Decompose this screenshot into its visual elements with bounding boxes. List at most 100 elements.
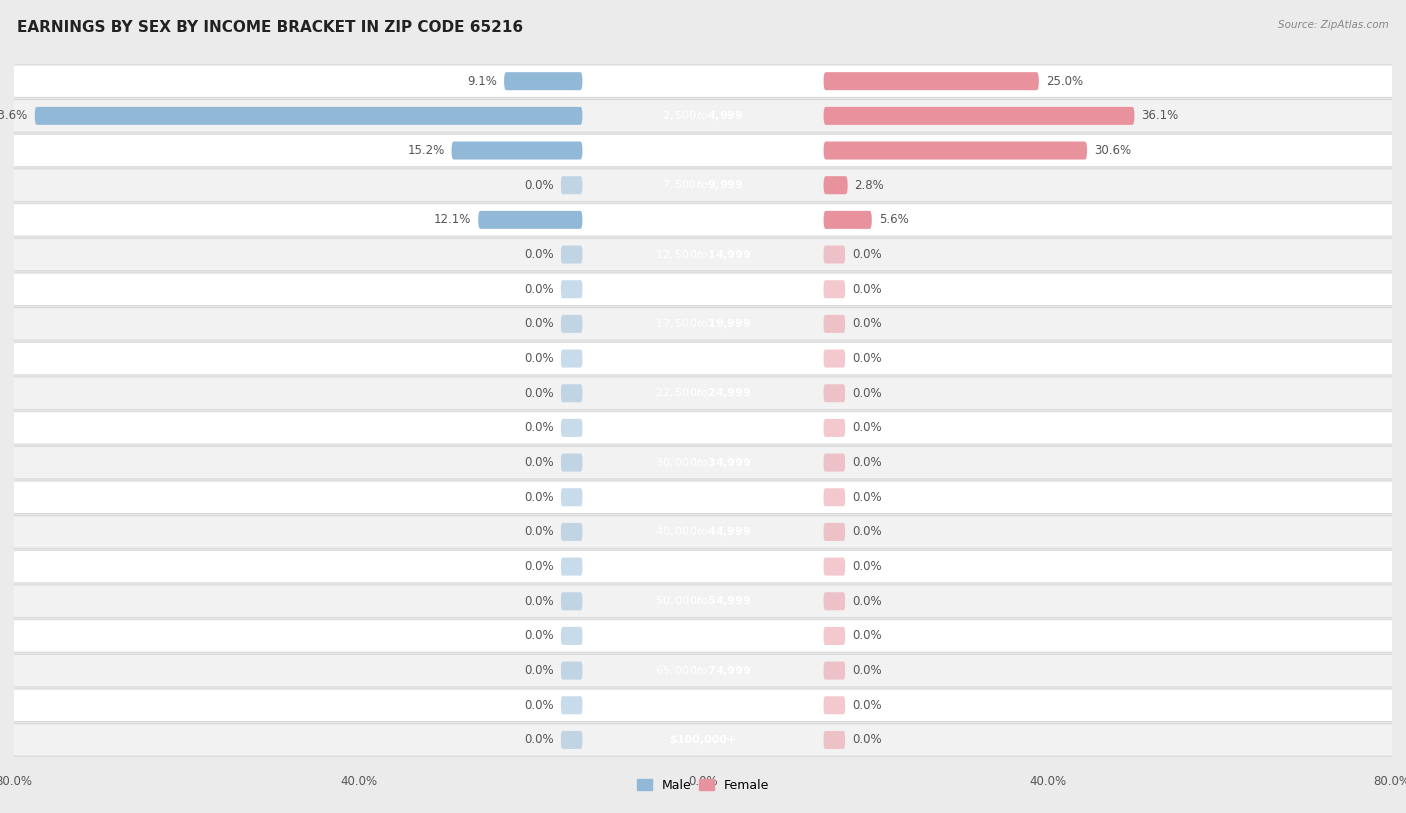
- Text: $5,000 to $7,499: $5,000 to $7,499: [662, 144, 744, 158]
- Text: 0.0%: 0.0%: [524, 179, 554, 192]
- Text: 0.0%: 0.0%: [524, 317, 554, 330]
- Text: $10,000 to $12,499: $10,000 to $12,499: [655, 213, 751, 227]
- FancyBboxPatch shape: [824, 141, 1087, 159]
- Text: 9.1%: 9.1%: [467, 75, 498, 88]
- Text: 0.0%: 0.0%: [524, 525, 554, 538]
- FancyBboxPatch shape: [561, 523, 582, 541]
- FancyBboxPatch shape: [10, 99, 1396, 133]
- Text: 12.1%: 12.1%: [434, 213, 471, 226]
- Text: 0.0%: 0.0%: [524, 595, 554, 608]
- FancyBboxPatch shape: [10, 689, 1396, 722]
- Text: 0.0%: 0.0%: [852, 283, 882, 296]
- FancyBboxPatch shape: [10, 411, 1396, 444]
- Text: $12,500 to $14,999: $12,500 to $14,999: [655, 247, 751, 262]
- Text: $100,000+: $100,000+: [669, 735, 737, 745]
- Text: 36.1%: 36.1%: [1142, 110, 1178, 122]
- FancyBboxPatch shape: [10, 585, 1396, 618]
- FancyBboxPatch shape: [561, 246, 582, 263]
- FancyBboxPatch shape: [505, 72, 582, 90]
- FancyBboxPatch shape: [10, 550, 1396, 583]
- Text: 0.0%: 0.0%: [852, 595, 882, 608]
- FancyBboxPatch shape: [10, 724, 1396, 756]
- Text: $45,000 to $49,999: $45,000 to $49,999: [655, 559, 751, 574]
- Text: 0.0%: 0.0%: [852, 664, 882, 677]
- FancyBboxPatch shape: [35, 107, 582, 125]
- FancyBboxPatch shape: [824, 523, 845, 541]
- Text: 0.0%: 0.0%: [524, 352, 554, 365]
- FancyBboxPatch shape: [561, 419, 582, 437]
- FancyBboxPatch shape: [824, 176, 848, 194]
- Text: 0.0%: 0.0%: [524, 421, 554, 434]
- Text: 0.0%: 0.0%: [524, 491, 554, 504]
- FancyBboxPatch shape: [824, 592, 845, 611]
- FancyBboxPatch shape: [10, 65, 1396, 98]
- FancyBboxPatch shape: [824, 211, 872, 229]
- Text: 0.0%: 0.0%: [852, 352, 882, 365]
- Text: 0.0%: 0.0%: [852, 733, 882, 746]
- FancyBboxPatch shape: [824, 419, 845, 437]
- FancyBboxPatch shape: [824, 72, 1039, 90]
- FancyBboxPatch shape: [10, 203, 1396, 236]
- Text: 0.0%: 0.0%: [524, 283, 554, 296]
- Text: 0.0%: 0.0%: [852, 317, 882, 330]
- Text: $20,000 to $22,499: $20,000 to $22,499: [655, 351, 751, 366]
- FancyBboxPatch shape: [10, 654, 1396, 687]
- Text: $25,000 to $29,999: $25,000 to $29,999: [655, 421, 751, 435]
- FancyBboxPatch shape: [10, 273, 1396, 306]
- Text: $40,000 to $44,999: $40,000 to $44,999: [655, 525, 751, 539]
- Text: 0.0%: 0.0%: [524, 733, 554, 746]
- FancyBboxPatch shape: [10, 620, 1396, 652]
- Text: 0.0%: 0.0%: [852, 525, 882, 538]
- FancyBboxPatch shape: [561, 731, 582, 749]
- Text: $17,500 to $19,999: $17,500 to $19,999: [655, 317, 751, 331]
- FancyBboxPatch shape: [478, 211, 582, 229]
- FancyBboxPatch shape: [451, 141, 582, 159]
- FancyBboxPatch shape: [824, 107, 1135, 125]
- FancyBboxPatch shape: [824, 489, 845, 506]
- FancyBboxPatch shape: [10, 515, 1396, 548]
- FancyBboxPatch shape: [561, 454, 582, 472]
- Text: 5.6%: 5.6%: [879, 213, 908, 226]
- FancyBboxPatch shape: [824, 662, 845, 680]
- FancyBboxPatch shape: [561, 489, 582, 506]
- Text: 0.0%: 0.0%: [852, 491, 882, 504]
- Text: 0.0%: 0.0%: [852, 456, 882, 469]
- Text: $55,000 to $64,999: $55,000 to $64,999: [655, 629, 751, 643]
- FancyBboxPatch shape: [561, 627, 582, 645]
- Text: $15,000 to $17,499: $15,000 to $17,499: [655, 282, 751, 296]
- Text: $7,500 to $9,999: $7,500 to $9,999: [662, 178, 744, 192]
- FancyBboxPatch shape: [561, 385, 582, 402]
- FancyBboxPatch shape: [824, 731, 845, 749]
- Text: 30.6%: 30.6%: [1094, 144, 1130, 157]
- Text: $22,500 to $24,999: $22,500 to $24,999: [655, 386, 751, 400]
- FancyBboxPatch shape: [561, 350, 582, 367]
- Text: 0.0%: 0.0%: [852, 560, 882, 573]
- FancyBboxPatch shape: [824, 696, 845, 715]
- Text: 0.0%: 0.0%: [524, 248, 554, 261]
- Text: 0.0%: 0.0%: [524, 456, 554, 469]
- Text: 0.0%: 0.0%: [524, 387, 554, 400]
- Text: $30,000 to $34,999: $30,000 to $34,999: [655, 455, 751, 470]
- FancyBboxPatch shape: [10, 481, 1396, 514]
- FancyBboxPatch shape: [561, 696, 582, 715]
- Text: 0.0%: 0.0%: [524, 664, 554, 677]
- FancyBboxPatch shape: [561, 315, 582, 333]
- Text: 15.2%: 15.2%: [408, 144, 444, 157]
- FancyBboxPatch shape: [824, 454, 845, 472]
- Text: 2.8%: 2.8%: [855, 179, 884, 192]
- Text: $65,000 to $74,999: $65,000 to $74,999: [655, 663, 751, 677]
- Text: 0.0%: 0.0%: [852, 387, 882, 400]
- Text: 0.0%: 0.0%: [852, 699, 882, 711]
- Text: 25.0%: 25.0%: [1046, 75, 1083, 88]
- Text: EARNINGS BY SEX BY INCOME BRACKET IN ZIP CODE 65216: EARNINGS BY SEX BY INCOME BRACKET IN ZIP…: [17, 20, 523, 35]
- FancyBboxPatch shape: [824, 246, 845, 263]
- FancyBboxPatch shape: [10, 169, 1396, 202]
- Text: $35,000 to $39,999: $35,000 to $39,999: [655, 490, 751, 504]
- FancyBboxPatch shape: [10, 342, 1396, 375]
- Text: 0.0%: 0.0%: [524, 699, 554, 711]
- Text: 0.0%: 0.0%: [524, 629, 554, 642]
- Text: 63.6%: 63.6%: [0, 110, 28, 122]
- FancyBboxPatch shape: [561, 662, 582, 680]
- FancyBboxPatch shape: [561, 176, 582, 194]
- Text: $50,000 to $54,999: $50,000 to $54,999: [655, 594, 751, 608]
